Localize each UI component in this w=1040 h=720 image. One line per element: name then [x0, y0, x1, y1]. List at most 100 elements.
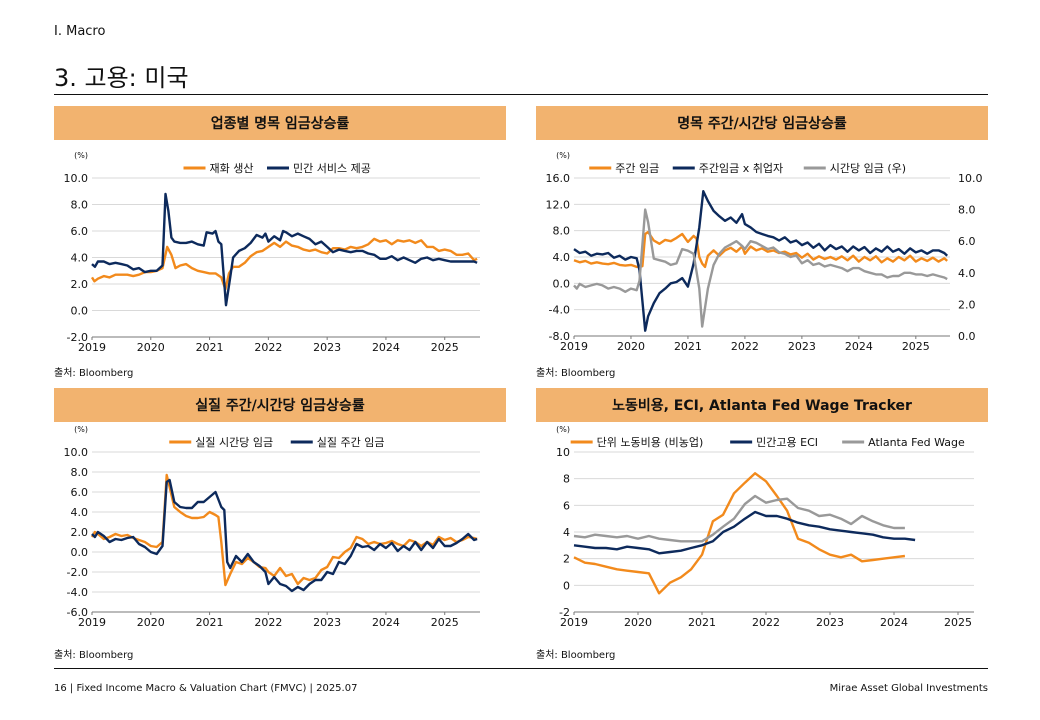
- x-tick-label: 2025: [431, 616, 459, 629]
- y2-tick-label: 10.0: [958, 172, 983, 185]
- y2-tick-label: 4.0: [958, 267, 976, 280]
- source-note: 출처: Bloomberg: [54, 650, 134, 661]
- x-tick-label: 2023: [816, 616, 844, 629]
- x-tick-label: 2019: [560, 340, 588, 353]
- legend-label: 시간당 임금 (우): [830, 162, 906, 175]
- title-divider: [54, 94, 988, 95]
- y-tick-label: 0.0: [71, 546, 89, 559]
- source-note: 출처: Bloomberg: [54, 368, 134, 379]
- x-tick-label: 2020: [617, 340, 645, 353]
- x-tick-label: 2019: [78, 341, 106, 354]
- y-tick-label: 8.0: [71, 199, 89, 212]
- y-tick-label: 4.0: [71, 506, 89, 519]
- x-tick-label: 2022: [752, 616, 780, 629]
- y-tick-label: 4: [563, 526, 570, 539]
- x-tick-label: 2019: [78, 616, 106, 629]
- y-tick-label: -4.0: [67, 586, 88, 599]
- x-tick-label: 2025: [902, 340, 930, 353]
- x-tick-label: 2021: [674, 340, 702, 353]
- x-tick-label: 2022: [731, 340, 759, 353]
- series-line-2: [91, 478, 478, 593]
- y-tick-label: 6.0: [71, 225, 89, 238]
- page-title: 3. 고용: 미국: [54, 64, 189, 92]
- y-unit-label: (%): [74, 151, 88, 160]
- x-tick-label: 2024: [372, 341, 400, 354]
- series-line-3: [573, 494, 905, 543]
- legend-label: 민간고용 ECI: [756, 436, 818, 449]
- source-note: 출처: Bloomberg: [536, 368, 616, 379]
- y-tick-label: 12.0: [546, 198, 571, 211]
- x-tick-label: 2021: [196, 616, 224, 629]
- source-note: 출처: Bloomberg: [536, 650, 616, 661]
- y-unit-label: (%): [74, 425, 88, 434]
- y-tick-label: 10: [556, 446, 570, 459]
- x-tick-label: 2020: [137, 616, 165, 629]
- y-tick-label: 6: [563, 499, 570, 512]
- y-unit-label: (%): [556, 151, 570, 160]
- x-tick-label: 2020: [624, 616, 652, 629]
- x-tick-label: 2022: [254, 616, 282, 629]
- x-tick-label: 2023: [788, 340, 816, 353]
- legend-label: 실질 시간당 임금: [195, 436, 273, 449]
- y-tick-label: -2.0: [67, 566, 88, 579]
- series-line-1: [90, 237, 478, 291]
- legend-label: 민간 서비스 제공: [293, 162, 371, 175]
- x-tick-label: 2025: [944, 616, 972, 629]
- chart-title: 노동비용, ECI, Atlanta Fed Wage Tracker: [536, 388, 988, 422]
- y-tick-label: 2.0: [71, 278, 89, 291]
- x-tick-label: 2022: [254, 341, 282, 354]
- x-tick-label: 2020: [137, 341, 165, 354]
- y-tick-label: 0: [563, 579, 570, 592]
- legend-label: Atlanta Fed Wage: [868, 436, 965, 449]
- y-tick-label: 16.0: [546, 172, 571, 185]
- y-tick-label: 2.0: [71, 526, 89, 539]
- series-line-2: [91, 192, 478, 307]
- y-tick-label: -8.0: [549, 330, 570, 343]
- y-tick-label: 4.0: [71, 252, 89, 265]
- legend-label: 주간임금 x 취업자: [699, 162, 783, 175]
- y-tick-label: 10.0: [64, 446, 89, 459]
- y2-tick-label: 2.0: [958, 298, 976, 311]
- x-tick-label: 2023: [313, 616, 341, 629]
- series-line-2: [573, 190, 949, 332]
- footer-divider: [54, 668, 988, 669]
- x-tick-label: 2024: [880, 616, 908, 629]
- chart-panel-2: 명목 주간/시간당 임금상승률 (%) 16.0 12.0 8.0 4.0 0.0 -4.0…: [536, 106, 988, 356]
- x-tick-label: 2023: [313, 341, 341, 354]
- y-tick-label: -2: [559, 606, 570, 619]
- x-tick-label: 2024: [372, 616, 400, 629]
- legend-label: 재화 생산: [210, 162, 254, 175]
- y2-tick-label: 0.0: [958, 330, 976, 343]
- chart-2-plot: (%) 16.0 12.0 8.0 4.0 0.0 -4.0 -8.0 10.0 8.0 6.0 4.…: [546, 151, 983, 353]
- footer-citation: 16 | Fixed Income Macro & Valuation Char…: [54, 683, 358, 694]
- y-tick-label: 0.0: [553, 277, 571, 290]
- y-tick-label: 8.0: [71, 466, 89, 479]
- y-tick-label: -6.0: [67, 606, 88, 619]
- section-label: I. Macro: [54, 24, 106, 39]
- footer-company: Mirae Asset Global Investments: [829, 683, 988, 694]
- y-tick-label: 6.0: [71, 486, 89, 499]
- legend-label: 주간 임금: [615, 162, 659, 175]
- y-tick-label: -4.0: [549, 304, 570, 317]
- x-tick-label: 2019: [560, 616, 588, 629]
- chart-title: 업종별 명목 임금상승률: [54, 106, 506, 140]
- x-tick-label: 2021: [688, 616, 716, 629]
- y2-tick-label: 8.0: [958, 204, 976, 217]
- x-tick-label: 2025: [431, 341, 459, 354]
- series-line-3: [573, 208, 948, 328]
- chart-panel-1: 업종별 명목 임금상승률 (%) 10.0 8.0 6.0 4.0 2.0 0.0 -2.0 2…: [54, 106, 506, 356]
- y-unit-label: (%): [556, 425, 570, 434]
- legend-label: 실질 주간 임금: [317, 436, 385, 449]
- chart-panel-3: 실질 주간/시간당 임금상승률 (%) 10.0 8.0 6.0 4.0 2.0 0.0 -2…: [54, 388, 506, 638]
- chart-panel-4: 노동비용, ECI, Atlanta Fed Wage Tracker (%) 1…: [536, 388, 988, 638]
- y2-tick-label: 6.0: [958, 235, 976, 248]
- legend-label: 단위 노동비용 (비농업): [597, 436, 704, 449]
- x-tick-label: 2024: [845, 340, 873, 353]
- y-tick-label: 8.0: [553, 225, 571, 238]
- y-tick-label: 0.0: [71, 305, 89, 318]
- series-line-2: [573, 510, 916, 555]
- y-tick-label: 8: [563, 473, 570, 486]
